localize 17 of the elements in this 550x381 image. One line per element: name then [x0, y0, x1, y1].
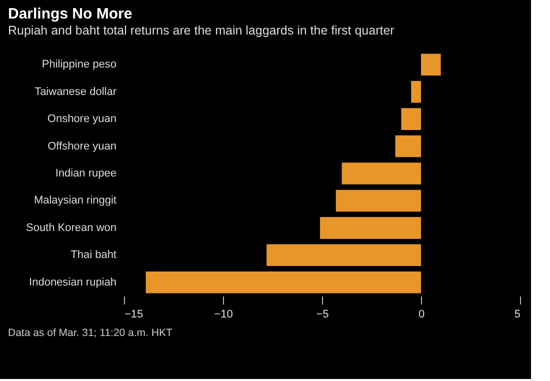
y-tick-label: Philippine peso [42, 58, 116, 71]
x-tick-label: −5 [316, 308, 329, 320]
y-tick-label: Malaysian ringgit [34, 194, 116, 207]
y-tick-label: Onshore yuan [47, 113, 116, 126]
x-tick-label: 5 [514, 308, 520, 320]
chart-subtitle: Rupiah and baht total returns are the main laggards in the first quarter [8, 24, 394, 38]
x-tick-label: −10 [214, 308, 233, 320]
y-tick-label: Thai baht [70, 249, 116, 262]
y-tick-label: Taiwanese dollar [34, 86, 117, 98]
text: Data as of Mar. 31; 11:20 a.m. HKT [8, 327, 173, 339]
y-tick-label: South Korean won [26, 222, 116, 234]
chart-title: Darlings No More [8, 6, 132, 22]
x-tick-label: 0 [418, 308, 425, 320]
y-tick-label: Offshore yuan [48, 140, 116, 152]
y-tick-label: Indonesian rupiah [29, 276, 116, 288]
x-tick-label: −15 [124, 308, 144, 320]
y-tick-label: Indian rupee [55, 168, 116, 180]
